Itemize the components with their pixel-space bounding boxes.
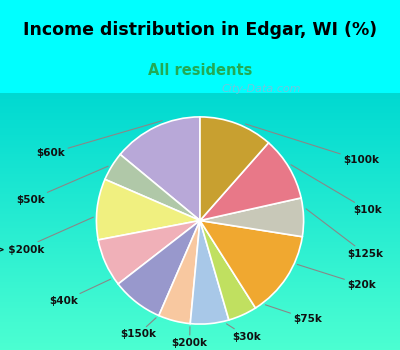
Text: $125k: $125k	[306, 209, 383, 259]
Text: $40k: $40k	[49, 279, 111, 306]
Text: > $200k: > $200k	[0, 217, 93, 254]
Text: $30k: $30k	[226, 324, 261, 342]
Text: $150k: $150k	[120, 318, 156, 340]
Wedge shape	[105, 154, 200, 220]
Wedge shape	[118, 220, 200, 316]
Wedge shape	[120, 117, 200, 220]
Wedge shape	[96, 179, 200, 240]
Wedge shape	[200, 117, 268, 220]
Text: Income distribution in Edgar, WI (%): Income distribution in Edgar, WI (%)	[23, 21, 377, 39]
Text: $10k: $10k	[291, 165, 382, 215]
Text: $200k: $200k	[172, 327, 208, 348]
Text: $50k: $50k	[16, 166, 108, 205]
Wedge shape	[98, 220, 200, 284]
Text: All residents: All residents	[148, 63, 252, 78]
Text: $20k: $20k	[297, 264, 376, 290]
Wedge shape	[200, 198, 304, 237]
Text: City-Data.com: City-Data.com	[222, 84, 302, 94]
Text: $75k: $75k	[266, 305, 322, 324]
Wedge shape	[200, 143, 301, 220]
Text: $60k: $60k	[36, 121, 162, 158]
Wedge shape	[200, 220, 256, 320]
Text: $100k: $100k	[246, 124, 379, 166]
Wedge shape	[200, 220, 302, 308]
Wedge shape	[190, 220, 229, 324]
Wedge shape	[159, 220, 200, 324]
